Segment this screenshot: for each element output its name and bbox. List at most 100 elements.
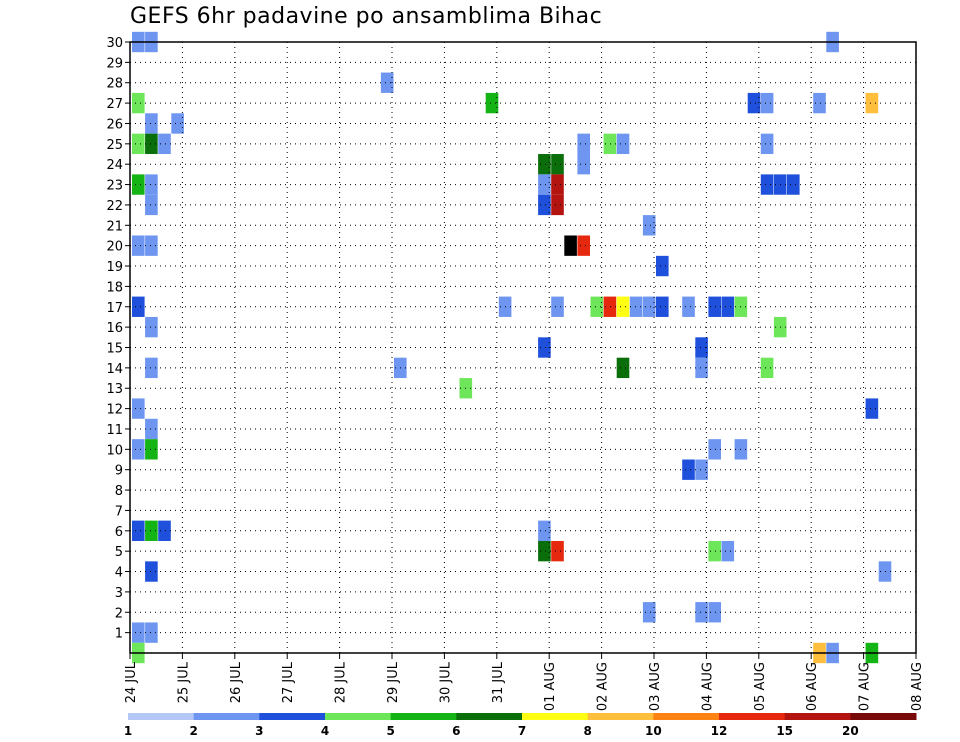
data-cell (132, 235, 145, 256)
data-cell (577, 133, 590, 155)
data-cell (132, 133, 145, 155)
data-cell (132, 520, 145, 541)
data-cell (629, 296, 643, 317)
data-cell (132, 296, 145, 317)
data-cell (616, 296, 630, 317)
data-cell (171, 113, 184, 134)
y-tick-label: 30 (106, 36, 123, 51)
data-cell (538, 174, 551, 195)
colorbar-swatch (456, 713, 523, 720)
y-tick-label: 12 (106, 403, 123, 418)
data-cell (132, 398, 145, 419)
data-cell (551, 540, 564, 562)
data-cell (551, 174, 564, 195)
y-tick-label: 13 (106, 382, 123, 397)
data-cell (642, 215, 656, 236)
y-tick-label: 4 (115, 566, 123, 581)
data-cell (787, 174, 800, 195)
chart-title: GEFS 6hr padavine po ansamblima Bihac (130, 4, 603, 29)
data-cell (538, 154, 551, 175)
data-cell (603, 133, 617, 155)
colorbar-label: 10 (645, 724, 662, 738)
y-tick-label: 8 (115, 484, 123, 499)
data-cell (708, 439, 721, 460)
data-cell (538, 540, 551, 562)
data-cell (145, 561, 158, 582)
data-cell (656, 296, 669, 317)
plot-frame (129, 41, 917, 654)
data-cell (145, 133, 158, 155)
data-cell (760, 92, 774, 114)
data-cell (682, 296, 695, 317)
data-cell (145, 235, 158, 256)
y-tick-label: 14 (106, 362, 123, 377)
data-cell (760, 133, 774, 155)
colorbar-label: 15 (776, 724, 793, 738)
x-tick-label: 25 JUL (176, 661, 191, 703)
data-cell (551, 154, 564, 175)
colorbar-swatch (325, 713, 392, 720)
x-tick-label: 26 JUL (229, 661, 244, 703)
colorbar-swatch (522, 713, 589, 720)
data-cell (145, 174, 158, 195)
data-cell (132, 174, 145, 195)
data-cell (145, 622, 158, 643)
y-tick-label: 25 (106, 138, 123, 153)
y-tick-label: 3 (115, 586, 123, 601)
data-cell (145, 316, 158, 338)
x-tick-label: 28 JUL (334, 661, 349, 703)
x-tick-label: 07 AUG (858, 662, 873, 711)
x-tick-label: 08 AUG (910, 662, 925, 711)
data-cell (695, 459, 708, 480)
data-cell (145, 520, 158, 541)
data-cell (747, 92, 761, 114)
data-cell (132, 439, 145, 460)
x-tick-label: 03 AUG (648, 662, 663, 711)
x-tick-label: 04 AUG (700, 662, 715, 711)
data-cell (551, 194, 564, 216)
data-cell (865, 92, 879, 114)
colorbar-swatch (390, 713, 457, 720)
y-tick-label: 16 (106, 321, 123, 336)
data-cell (682, 459, 695, 480)
data-cell (551, 296, 564, 317)
y-tick-label: 27 (106, 97, 123, 112)
data-cell (760, 357, 774, 379)
data-cell (145, 439, 158, 460)
y-tick-label: 11 (106, 423, 123, 438)
colorbar-label: 12 (711, 724, 728, 738)
data-cell (708, 296, 721, 317)
data-cell (158, 520, 171, 541)
x-tick-label: 31 JUL (491, 661, 506, 703)
colorbar-label: 4 (321, 724, 329, 738)
data-cell (721, 296, 735, 317)
data-cell (616, 357, 630, 379)
data-cell (865, 398, 879, 419)
data-cell (145, 357, 158, 379)
y-tick-label: 1 (115, 627, 123, 642)
data-cell (132, 622, 145, 643)
y-tick-label: 19 (106, 260, 123, 275)
y-tick-label: 21 (106, 219, 123, 234)
data-cell (708, 540, 721, 562)
data-cell (708, 602, 721, 623)
colorbar-label: 5 (386, 724, 394, 738)
data-cell (538, 194, 551, 216)
colorbar-label: 20 (842, 724, 859, 738)
colorbar-swatch (193, 713, 260, 720)
colorbar-swatch (587, 713, 654, 720)
colorbar-swatch (653, 713, 720, 720)
colorbar-swatch (784, 713, 851, 720)
data-cell (538, 337, 551, 358)
x-tick-label: 29 JUL (386, 661, 401, 703)
data-cell (603, 296, 617, 317)
data-cell (145, 113, 158, 134)
y-tick-label: 7 (115, 504, 123, 519)
data-cell (695, 357, 708, 379)
y-tick-label: 10 (106, 443, 123, 458)
data-cell (642, 296, 656, 317)
data-cell (145, 418, 158, 440)
x-tick-label: 02 AUG (596, 662, 611, 711)
y-tick-label: 29 (106, 56, 123, 71)
colorbar-label: 3 (255, 724, 263, 738)
